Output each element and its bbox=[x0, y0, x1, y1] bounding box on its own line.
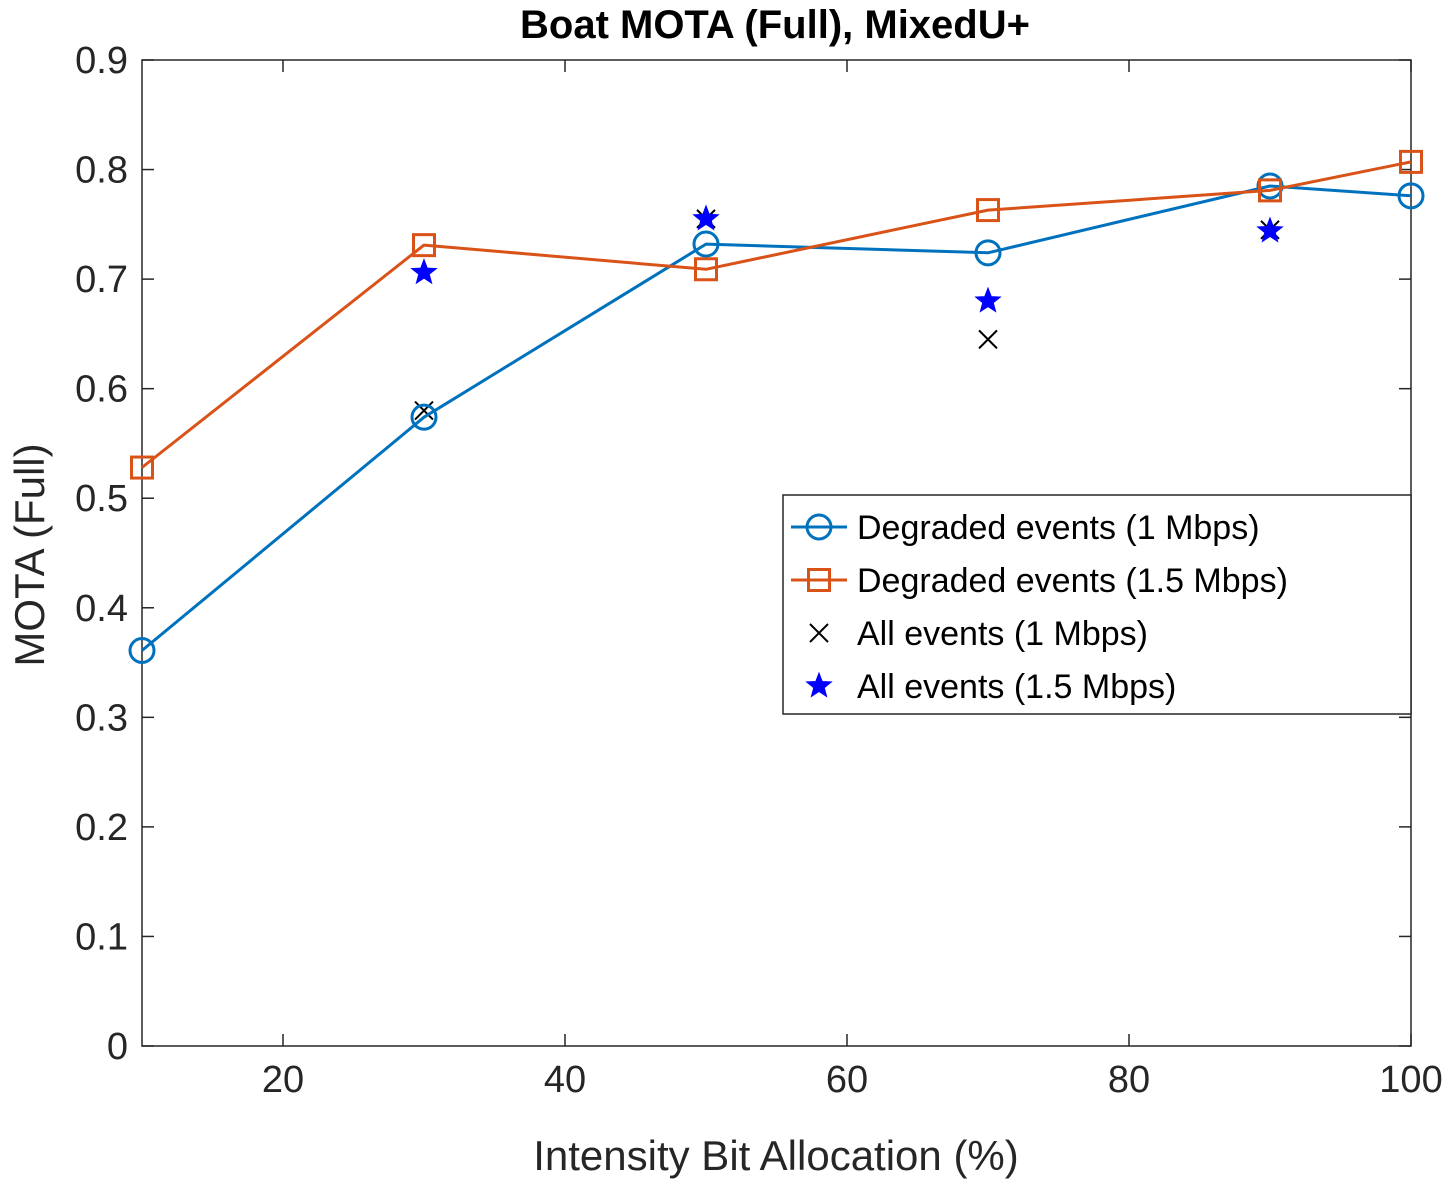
y-tick-label: 0.8 bbox=[75, 150, 128, 192]
y-tick-label: 0.7 bbox=[75, 259, 128, 301]
series-line bbox=[141, 160, 1412, 469]
y-axis-label: MOTA (Full) bbox=[6, 443, 53, 666]
series-0 bbox=[128, 172, 1425, 665]
circle-marker bbox=[974, 239, 1002, 267]
square-marker bbox=[412, 233, 436, 258]
legend-circle-marker bbox=[805, 513, 833, 541]
circle-marker bbox=[128, 637, 156, 665]
series-3 bbox=[410, 204, 1284, 313]
x-tick-label: 100 bbox=[1379, 1059, 1442, 1101]
circle-marker bbox=[410, 403, 438, 431]
legend-box bbox=[782, 494, 1412, 715]
y-tick-label: 0.6 bbox=[75, 369, 128, 411]
x-marker bbox=[978, 329, 998, 350]
y-tick-label: 0.5 bbox=[75, 478, 128, 520]
x-tick-label: 60 bbox=[826, 1059, 868, 1101]
series-line bbox=[141, 184, 1412, 652]
legend-x-marker bbox=[809, 623, 829, 643]
legend-label: Degraded events (1 Mbps) bbox=[857, 509, 1260, 547]
chart-title: Boat MOTA (Full), MixedU+ bbox=[520, 3, 1030, 47]
legend-label: All events (1.5 Mbps) bbox=[857, 668, 1176, 706]
x-tick-label: 20 bbox=[262, 1059, 304, 1101]
star-marker bbox=[974, 286, 1002, 313]
series-layer bbox=[128, 149, 1425, 665]
square-marker bbox=[976, 198, 1000, 223]
star-marker bbox=[1256, 216, 1284, 243]
y-tick-label: 0.1 bbox=[75, 916, 128, 958]
legend: Degraded events (1 Mbps) Degraded events … bbox=[782, 494, 1412, 715]
circle-marker bbox=[1397, 182, 1425, 210]
y-tick-label: 0.3 bbox=[75, 697, 128, 739]
series-1 bbox=[130, 149, 1423, 480]
y-tick-label: 0.4 bbox=[75, 588, 128, 630]
x-axis-label: Intensity Bit Allocation (%) bbox=[533, 1132, 1019, 1179]
square-marker bbox=[1258, 178, 1282, 203]
star-marker bbox=[410, 258, 438, 285]
y-tick-label: 0.2 bbox=[75, 807, 128, 849]
legend-square-marker bbox=[807, 568, 831, 592]
y-tick-label: 0.9 bbox=[75, 40, 128, 82]
y-axis: 0 0.1 0.2 0.3 0.4 0.5 0.6 0.7 0.8 0.9 bbox=[75, 40, 1411, 1068]
square-marker bbox=[694, 257, 718, 282]
star-marker bbox=[692, 204, 720, 231]
x-tick-label: 40 bbox=[544, 1059, 586, 1101]
legend-label: All events (1 Mbps) bbox=[857, 615, 1148, 653]
square-marker bbox=[1399, 149, 1423, 174]
x-marker bbox=[414, 400, 434, 421]
square-marker bbox=[130, 455, 154, 480]
x-axis: 20 40 60 80 100 bbox=[262, 60, 1443, 1101]
legend-label: Degraded events (1.5 Mbps) bbox=[857, 562, 1288, 600]
legend-star-marker bbox=[805, 671, 833, 698]
x-tick-label: 80 bbox=[1108, 1059, 1150, 1101]
y-tick-label: 0 bbox=[107, 1026, 128, 1068]
circle-marker bbox=[692, 230, 720, 258]
